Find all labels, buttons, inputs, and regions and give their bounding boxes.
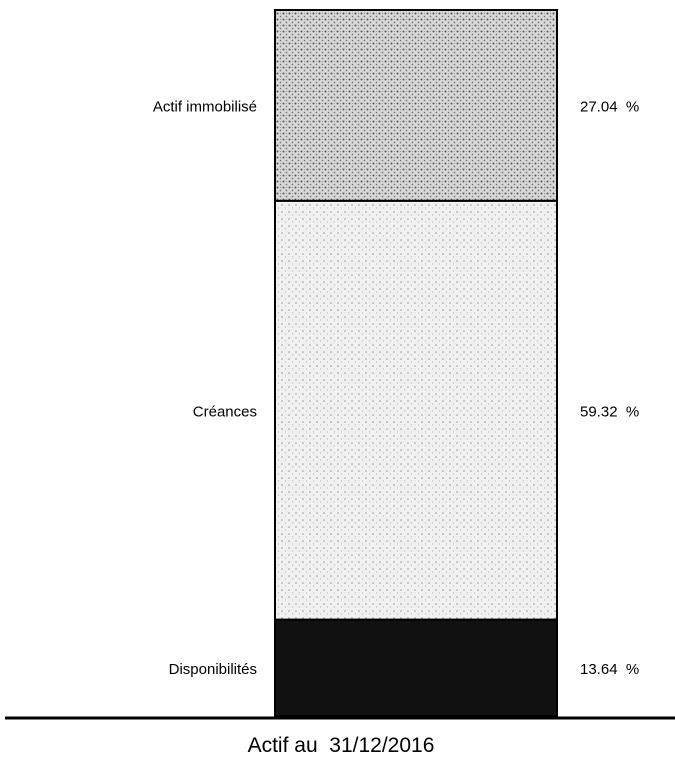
bar-caption: Actif au 31/12/2016 bbox=[248, 734, 435, 757]
category-label-creances: Créances bbox=[193, 403, 257, 420]
category-label-disponibilites: Disponibilités bbox=[169, 661, 257, 678]
bar-segments bbox=[274, 9, 558, 717]
category-label-actif-immobilise: Actif immobilisé bbox=[153, 98, 257, 115]
value-label-actif-immobilise: 27.04 % bbox=[580, 98, 639, 115]
bar-segment-actif-immobilise bbox=[274, 9, 558, 202]
value-label-creances: 59.32 % bbox=[580, 403, 639, 420]
value-label-disponibilites: 13.64 % bbox=[580, 661, 639, 678]
bar-segment-disponibilites bbox=[274, 618, 558, 717]
bar-segment-creances bbox=[274, 199, 558, 621]
segment-value-labels: 27.04 % 59.32 % 13.64 % bbox=[580, 98, 639, 677]
segment-category-labels: Actif immobilisé Créances Disponibilités bbox=[153, 98, 257, 677]
